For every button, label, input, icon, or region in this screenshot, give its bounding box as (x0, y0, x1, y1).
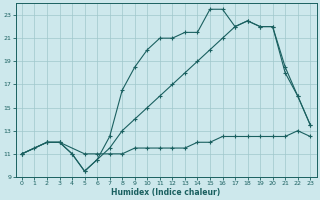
X-axis label: Humidex (Indice chaleur): Humidex (Indice chaleur) (111, 188, 221, 197)
